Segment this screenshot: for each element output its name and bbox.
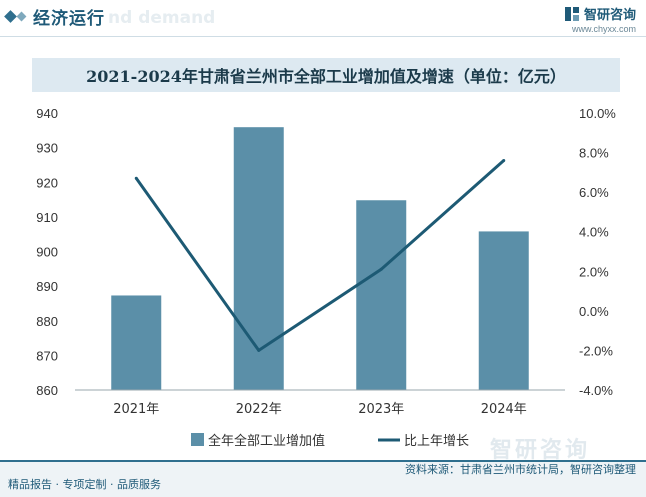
bar bbox=[111, 295, 162, 390]
chart-title: 2021-2024年甘肃省兰州市全部工业增加值及增速（单位：亿元） bbox=[86, 67, 566, 86]
y-left-tick-label: 900 bbox=[36, 245, 58, 260]
brand-logo-icon bbox=[564, 6, 579, 21]
chart-title-bar: 2021-2024年甘肃省兰州市全部工业增加值及增速（单位：亿元） bbox=[32, 58, 620, 92]
growth-point bbox=[257, 348, 261, 352]
y-left-tick-label: 890 bbox=[36, 279, 58, 294]
footer-source: 资料来源：甘肃省兰州市统计局，智研咨询整理 bbox=[405, 463, 636, 476]
brand-url: www.chyxx.com bbox=[571, 24, 636, 34]
bar bbox=[478, 231, 529, 390]
y-left-tick-label: 910 bbox=[36, 210, 58, 225]
bar bbox=[356, 200, 407, 390]
growth-point bbox=[502, 158, 506, 162]
x-tick-label: 2024年 bbox=[481, 402, 527, 417]
y-right-tick-label: 0.0% bbox=[579, 304, 609, 319]
y-left-tick-label: 860 bbox=[36, 383, 58, 398]
section-title: 经济运行 bbox=[33, 9, 105, 29]
brand-block: 智研咨询 www.chyxx.com bbox=[564, 4, 636, 34]
header-watermark: nd demand bbox=[108, 8, 216, 28]
y-left-tick-label: 940 bbox=[36, 106, 58, 121]
footer-watermark: 智研咨询 bbox=[490, 438, 591, 463]
y-right-tick-label: 6.0% bbox=[579, 185, 609, 200]
legend-bar-label: 全年全部工业增加值 bbox=[208, 433, 325, 449]
legend-line-label: 比上年增长 bbox=[404, 434, 469, 449]
brand-name: 智研咨询 bbox=[583, 8, 636, 23]
growth-line bbox=[135, 159, 505, 352]
footer-bar: 精品报告 · 专项定制 · 品质服务 资料来源：甘肃省兰州市统计局，智研咨询整理 bbox=[0, 460, 646, 497]
y-left-tick-label: 930 bbox=[36, 141, 58, 156]
header-bar: 经济运行 nd demand 智研咨询 www.chyxx.com bbox=[0, 0, 646, 36]
header-divider bbox=[0, 36, 646, 37]
y-right-tick-label: 4.0% bbox=[579, 225, 609, 240]
y-right-tick-label: -2.0% bbox=[579, 343, 613, 358]
y-left-tick-label: 920 bbox=[36, 175, 58, 190]
y-right-tick-label: 8.0% bbox=[579, 146, 609, 161]
y-right-tick-label: -4.0% bbox=[579, 383, 613, 398]
x-tick-label: 2023年 bbox=[358, 402, 404, 417]
chart-canvas: 860 870 880 890 900 910 920 930 940 -4.0% -2.0% 0.0… bbox=[36, 106, 616, 449]
bar bbox=[233, 127, 284, 390]
legend-bar-swatch bbox=[191, 433, 204, 446]
y-left-tick-label: 870 bbox=[36, 348, 58, 363]
section-heading: 经济运行 bbox=[4, 4, 105, 29]
footer-rule bbox=[0, 460, 646, 462]
x-tick-label: 2022年 bbox=[236, 402, 282, 417]
x-tick-label: 2021年 bbox=[113, 402, 159, 417]
y-right-tick-label: 2.0% bbox=[579, 264, 609, 279]
y-left-tick-label: 880 bbox=[36, 314, 58, 329]
growth-point bbox=[379, 267, 383, 271]
growth-point bbox=[134, 176, 138, 180]
footer-slogan: 精品报告 · 专项定制 · 品质服务 bbox=[8, 478, 161, 491]
y-right-tick-label: 10.0% bbox=[579, 106, 616, 121]
